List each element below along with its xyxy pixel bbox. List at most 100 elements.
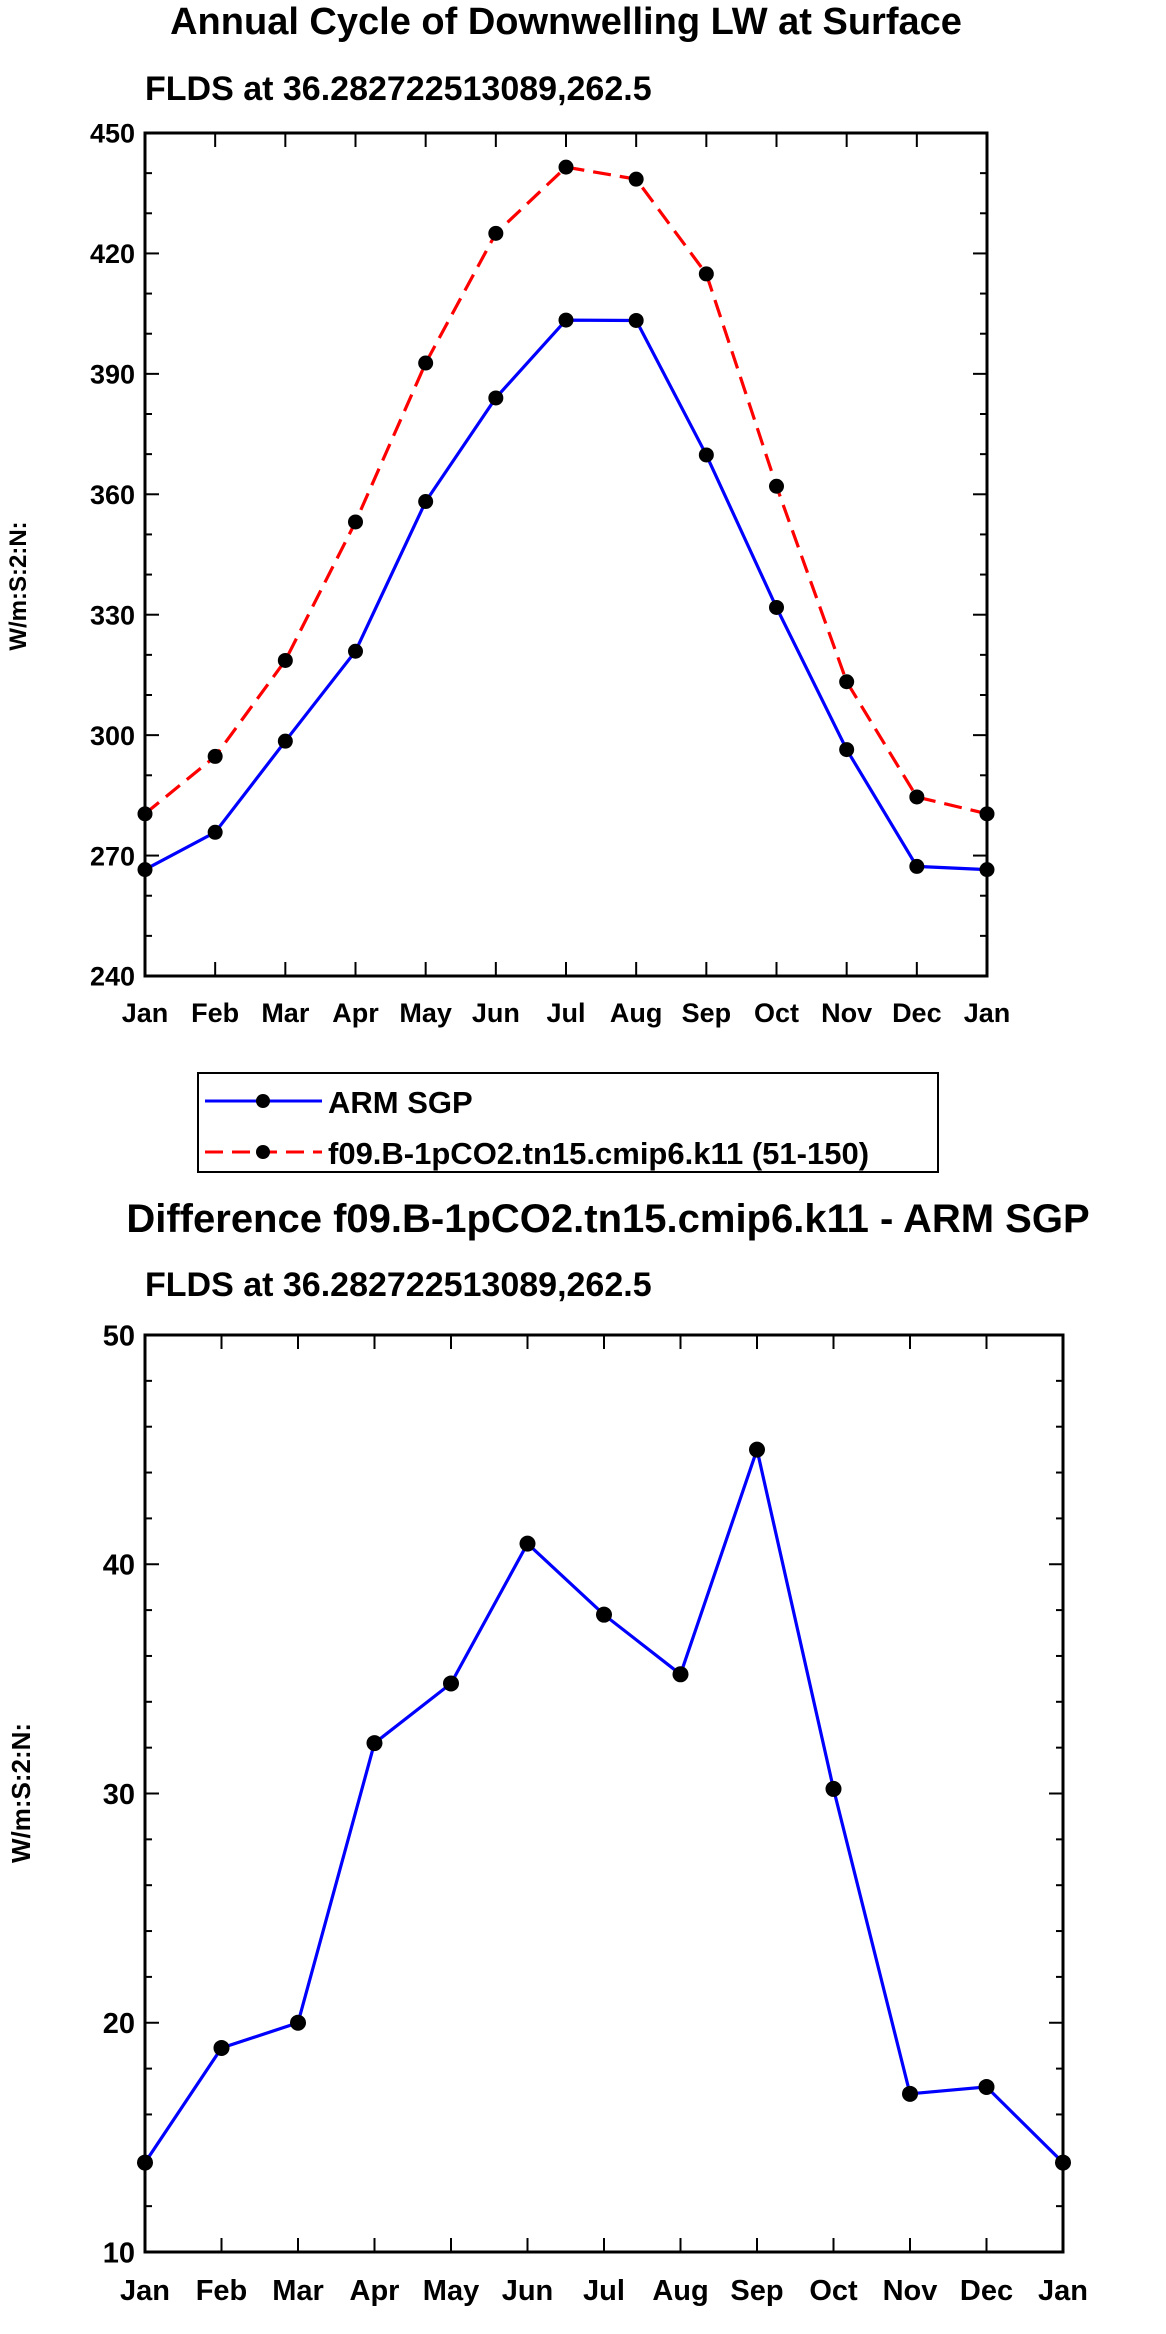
x-tick-label: Apr [350, 2275, 400, 2307]
y-tick-label: 50 [103, 1320, 135, 1352]
data-point [418, 494, 434, 510]
data-point [519, 1535, 536, 1552]
legend: ARM SGP f09.B-1pCO2.tn15.cmip6.k11 (51-1… [197, 1072, 939, 1173]
x-tick-label: Nov [821, 998, 872, 1028]
legend-marker-model [256, 1145, 270, 1159]
x-tick-label: Jul [546, 998, 585, 1028]
y-axis-label: W/m:S:2:N: [5, 521, 32, 650]
y-tick-label: 30 [103, 1779, 135, 1811]
x-tick-label: Mar [261, 998, 310, 1028]
y-tick-label: 360 [90, 480, 135, 510]
data-point [839, 742, 855, 758]
data-point [348, 643, 363, 659]
data-point [207, 748, 223, 764]
data-point [749, 1441, 765, 1458]
data-point [902, 2085, 918, 2102]
y-tick-label: 240 [90, 962, 135, 992]
series-line-1 [143, 165, 988, 816]
data-point [213, 2039, 230, 2056]
legend-label-model: f09.B-1pCO2.tn15.cmip6.k11 (51-150) [328, 1136, 869, 1171]
data-point [418, 355, 434, 371]
x-tick-label: Dec [892, 998, 942, 1028]
x-tick-label: Jul [583, 2275, 625, 2307]
data-point [596, 1606, 612, 1623]
x-tick-labels: Jan Feb Mar Apr May Jun Jul Aug Sep Oct Nov Dec Jan [122, 998, 1011, 1028]
data-point [488, 390, 504, 406]
data-point [488, 225, 504, 241]
plot-frame [143, 131, 989, 978]
x-tick-label: Sep [730, 2275, 783, 2307]
data-point [277, 652, 293, 668]
legend-label-arm-sgp: ARM SGP [328, 1085, 473, 1120]
data-point [909, 789, 925, 805]
x-tick-label: Oct [809, 2275, 858, 2307]
data-point [672, 1666, 689, 1683]
x-tick-label: Jun [472, 998, 520, 1028]
series-line-0 [143, 1443, 1065, 2164]
axis-ticks [144, 1334, 1064, 2253]
chart-subtitle: FLDS at 36.282722513089,262.5 [145, 70, 652, 108]
y-tick-label: 390 [90, 360, 135, 390]
data-point [366, 1735, 383, 1752]
x-tick-label: May [423, 2275, 479, 2307]
x-tick-label: Mar [272, 2275, 324, 2307]
x-tick-label: Dec [960, 2275, 1013, 2307]
x-tick-labels: Jan Feb Mar Apr May Jun Jul Aug Sep Oct Nov Dec Jan [120, 2275, 1088, 2307]
x-tick-label: Sep [682, 998, 732, 1028]
legend-box [197, 1072, 939, 1173]
x-tick-label: Oct [754, 998, 799, 1028]
y-tick-label: 420 [90, 239, 135, 269]
data-point [909, 858, 925, 874]
y-tick-label: 20 [103, 2008, 135, 2040]
x-tick-label: Jan [120, 2275, 170, 2307]
data-point [769, 478, 784, 494]
x-tick-label: Aug [652, 2275, 708, 2307]
data-point [698, 447, 714, 463]
x-tick-label: Jun [502, 2275, 554, 2307]
x-tick-label: Jan [964, 998, 1011, 1028]
y-tick-label: 450 [90, 119, 135, 149]
data-point [443, 1675, 459, 1692]
annual-cycle-panel: Annual Cycle of Downwelling LW at Surfac… [5, 1, 1010, 1028]
data-point [207, 824, 223, 840]
x-tick-label: Jan [1038, 2275, 1088, 2307]
y-tick-labels: 10 20 30 40 50 [103, 1320, 135, 2269]
data-point [277, 733, 293, 749]
data-point [628, 171, 644, 187]
y-tick-label: 300 [90, 721, 135, 751]
x-tick-label: Aug [610, 998, 662, 1028]
series-layer [137, 159, 995, 878]
y-axis-label: W/m:S:2:N: [6, 1723, 36, 1863]
data-point [558, 159, 574, 175]
chart-subtitle: FLDS at 36.282722513089,262.5 [145, 1266, 652, 1304]
x-tick-label: Jan [122, 998, 169, 1028]
data-point [839, 674, 855, 690]
series-line-0 [144, 318, 988, 872]
plot-frame [143, 1333, 1065, 2254]
legend-marker-arm-sgp [256, 1094, 270, 1108]
series-layer [137, 1441, 1071, 2171]
data-point [769, 599, 784, 615]
y-tick-label: 40 [103, 1550, 135, 1582]
x-tick-label: Feb [191, 998, 239, 1028]
x-tick-label: Feb [196, 2275, 248, 2307]
x-tick-label: Nov [883, 2275, 938, 2307]
data-point [558, 312, 574, 328]
data-point [348, 514, 363, 530]
y-tick-labels: 240 270 300 330 360 390 420 450 [90, 119, 135, 992]
data-point [628, 312, 644, 328]
y-tick-label: 270 [90, 841, 135, 871]
x-tick-label: Apr [332, 998, 379, 1028]
data-point [698, 266, 714, 282]
y-tick-label: 330 [90, 600, 135, 630]
data-point [978, 2078, 995, 2095]
axis-ticks [144, 132, 988, 977]
data-point [290, 2014, 306, 2031]
chart-title: Annual Cycle of Downwelling LW at Surfac… [170, 1, 962, 43]
data-point [825, 1780, 842, 1797]
y-tick-label: 10 [103, 2237, 135, 2269]
chart-title: Difference f09.B-1pCO2.tn15.cmip6.k11 - … [126, 1197, 1089, 1241]
difference-panel: Difference f09.B-1pCO2.tn15.cmip6.k11 - … [6, 1197, 1090, 2307]
x-tick-label: May [399, 998, 452, 1028]
